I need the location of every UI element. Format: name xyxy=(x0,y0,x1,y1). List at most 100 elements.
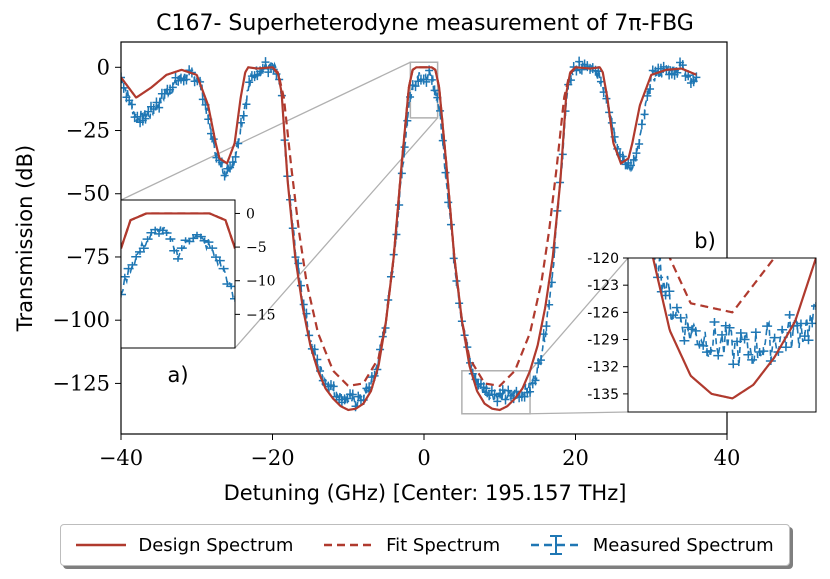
inset-b-tick-label: -129 xyxy=(587,333,619,349)
measured-point xyxy=(635,138,644,149)
inset-b-tick-label: -123 xyxy=(587,278,619,294)
measured-point xyxy=(799,332,810,341)
measured-point xyxy=(121,72,125,83)
y-tick-label: 0 xyxy=(97,55,110,79)
measured-point xyxy=(135,248,145,255)
measured-point xyxy=(239,110,248,121)
measured-point xyxy=(803,336,814,345)
inset-a-tick-label: 0 xyxy=(246,206,255,222)
measured-point xyxy=(218,265,229,272)
legend-design-swatch xyxy=(76,543,127,547)
measured-point xyxy=(629,154,638,165)
measured-point xyxy=(526,386,535,397)
x-tick-label: 0 xyxy=(417,446,430,470)
measured-point xyxy=(131,253,142,260)
y-axis-label: Transmission (dB) xyxy=(13,145,37,332)
chart-title: C167- Superheterodyne measurement of 7π-… xyxy=(156,11,694,36)
y-tick-label: −125 xyxy=(52,371,110,395)
series-design-main xyxy=(121,66,697,412)
legend-item-fit: Fit Spectrum xyxy=(324,535,500,556)
measured-point xyxy=(154,230,164,237)
inset-a-tick-label: −5 xyxy=(246,240,267,256)
measured-point xyxy=(182,74,191,85)
measured-point xyxy=(150,226,161,233)
measured-point xyxy=(536,355,545,366)
measured-point xyxy=(214,257,225,264)
legend-measured-label: Measured Spectrum xyxy=(592,534,774,556)
measured-point xyxy=(717,330,727,339)
measured-point xyxy=(195,233,206,240)
measured-point xyxy=(577,64,586,75)
measured-point xyxy=(626,160,635,171)
measured-point xyxy=(735,328,746,337)
measured-point xyxy=(739,335,750,344)
measured-point xyxy=(165,235,176,242)
measured-point xyxy=(168,82,177,93)
measured-point xyxy=(698,341,709,350)
measured-point xyxy=(724,323,735,332)
inset-a: 0 −5 −10 −15 a) xyxy=(120,199,276,387)
measured-point xyxy=(575,56,584,67)
measured-point xyxy=(640,109,649,120)
legend-fit-label: Fit Spectrum xyxy=(386,534,501,556)
measured-point xyxy=(422,76,431,87)
measured-point xyxy=(780,343,791,352)
series-measured-inset-a xyxy=(121,222,235,302)
measured-point xyxy=(142,236,153,243)
measured-point xyxy=(176,245,187,252)
measured-point xyxy=(155,102,164,113)
measured-point xyxy=(138,245,149,252)
measured-point xyxy=(228,157,237,168)
measured-point xyxy=(121,291,126,298)
measured-point xyxy=(220,170,229,181)
measured-point xyxy=(161,229,172,236)
measured-point xyxy=(490,389,499,400)
zoom-line xyxy=(529,257,629,372)
measured-point xyxy=(482,383,491,394)
inset-a-tick-label: −10 xyxy=(246,274,276,290)
measured-point xyxy=(732,337,743,346)
measured-point xyxy=(493,396,502,407)
inset-a-label: a) xyxy=(167,363,188,387)
measured-point xyxy=(329,381,338,392)
measured-point xyxy=(539,329,548,340)
main-plot-area xyxy=(121,56,701,412)
x-tick-label: −40 xyxy=(99,446,143,470)
measured-point xyxy=(430,85,439,96)
legend-measured-swatch xyxy=(530,535,581,555)
measured-point xyxy=(230,295,235,302)
measured-point xyxy=(623,76,633,84)
inset-b: -120 -123 -126 -129 -132 -135 b) xyxy=(587,76,817,413)
measured-point xyxy=(203,239,214,246)
measured-point xyxy=(188,235,199,242)
inset-b-label: b) xyxy=(694,229,716,253)
measured-point xyxy=(709,318,720,327)
measured-point xyxy=(679,336,690,345)
measured-point xyxy=(542,321,551,332)
zoom-line xyxy=(120,61,411,201)
measured-point xyxy=(646,211,656,219)
measured-point xyxy=(627,109,637,117)
measured-point xyxy=(784,310,795,319)
x-tick-label: −20 xyxy=(250,446,294,470)
legend-item-measured: Measured Spectrum xyxy=(530,534,774,556)
measured-point xyxy=(705,346,716,355)
measured-point xyxy=(795,319,806,328)
inset-a-tick-label: −15 xyxy=(246,307,276,323)
measured-point xyxy=(242,99,251,110)
measured-point xyxy=(169,247,180,254)
measured-point xyxy=(348,389,357,400)
measured-point xyxy=(758,347,769,356)
x-axis-label: Detuning (GHz) [Center: 195.157 THz] xyxy=(224,481,627,505)
measured-point xyxy=(664,287,675,296)
measured-point xyxy=(675,313,686,322)
measured-point xyxy=(642,186,652,194)
measured-point xyxy=(747,355,758,364)
y-tick-label: −75 xyxy=(66,245,110,269)
measured-point xyxy=(207,245,218,252)
measured-point xyxy=(643,90,652,101)
measured-point xyxy=(769,333,780,342)
measured-point xyxy=(777,325,788,334)
